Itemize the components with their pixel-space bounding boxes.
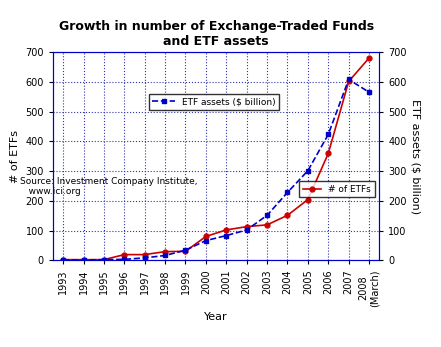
ETF assets ($ billion) (81, 258, 86, 262)
# of ETFs (183, 249, 188, 253)
ETF assets ($ billion) (60, 258, 66, 262)
ETF assets ($ billion) (101, 257, 107, 262)
# of ETFs (366, 56, 372, 60)
Y-axis label: ETF assets ($ billion): ETF assets ($ billion) (411, 99, 421, 214)
# of ETFs (81, 257, 86, 262)
ETF assets ($ billion) (183, 248, 188, 252)
# of ETFs (285, 213, 290, 218)
Line: # of ETFs: # of ETFs (61, 56, 371, 262)
# of ETFs (122, 253, 127, 257)
# of ETFs (325, 151, 331, 155)
Legend: # of ETFs: # of ETFs (299, 181, 375, 197)
# of ETFs (244, 225, 249, 229)
# of ETFs (162, 249, 168, 254)
ETF assets ($ billion) (305, 169, 310, 173)
Text: Source: Investment Company Institute,
   www.ici.org: Source: Investment Company Institute, ww… (20, 177, 198, 196)
ETF assets ($ billion) (325, 132, 331, 136)
# of ETFs (265, 223, 270, 227)
Title: Growth in number of Exchange-Traded Funds
and ETF assets: Growth in number of Exchange-Traded Fund… (59, 20, 374, 48)
# of ETFs (101, 257, 107, 262)
Y-axis label: # of ETFs: # of ETFs (10, 130, 20, 183)
X-axis label: Year: Year (204, 312, 228, 322)
ETF assets ($ billion) (224, 234, 229, 238)
# of ETFs (60, 257, 66, 262)
ETF assets ($ billion) (346, 77, 351, 82)
ETF assets ($ billion) (366, 90, 372, 94)
Line: ETF assets ($ billion): ETF assets ($ billion) (61, 77, 371, 262)
ETF assets ($ billion) (265, 213, 270, 218)
ETF assets ($ billion) (244, 228, 249, 232)
ETF assets ($ billion) (285, 191, 290, 195)
# of ETFs (203, 234, 209, 238)
# of ETFs (346, 79, 351, 84)
# of ETFs (224, 228, 229, 232)
ETF assets ($ billion) (122, 257, 127, 261)
ETF assets ($ billion) (203, 238, 209, 243)
ETF assets ($ billion) (162, 253, 168, 257)
ETF assets ($ billion) (142, 256, 147, 260)
# of ETFs (305, 197, 310, 202)
# of ETFs (142, 253, 147, 257)
